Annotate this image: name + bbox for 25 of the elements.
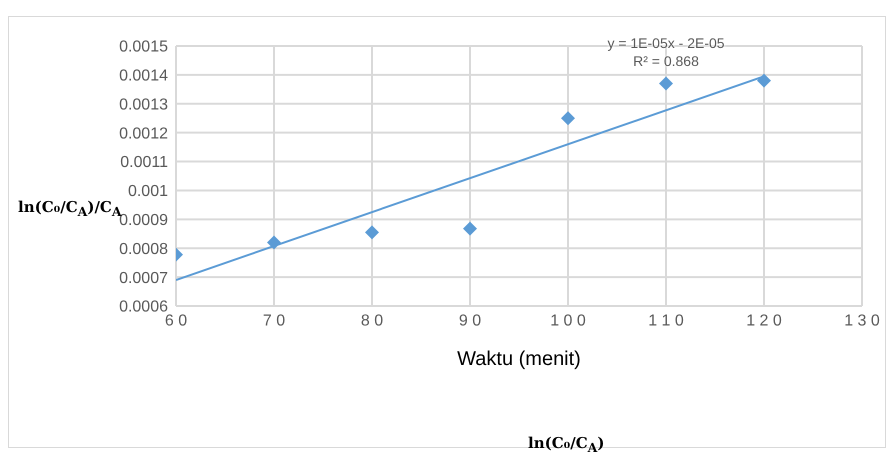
y-tick-label: 0.0013 (119, 96, 168, 114)
x-tick-label: 7 0 (262, 312, 286, 330)
y-tick-label: 0.0015 (119, 38, 168, 56)
point (561, 111, 575, 126)
y-tick-label: 0.0011 (120, 154, 168, 172)
x-axis-title: Waktu (menit) (456, 348, 582, 371)
x-tick-label: 8 0 (360, 312, 384, 330)
x-tick-label: 1 2 0 (746, 312, 782, 330)
y-tick-label: 0.0008 (119, 240, 168, 258)
x-tick-label: 1 1 0 (648, 312, 684, 330)
y-tick-label: 0.0014 (119, 68, 168, 85)
x-tick-label: 9 0 (458, 312, 482, 330)
point (757, 74, 771, 88)
x-tick-label: 1 0 0 (550, 312, 586, 330)
annotation: y = 1E-05x - 2E-05 R² = 0.868 (606, 34, 726, 70)
point (463, 222, 477, 236)
text: ln(C₀/C$_{A}$) (528, 434, 604, 455)
point (267, 235, 281, 250)
y-tick-label: 0.0009 (119, 212, 168, 230)
point (365, 225, 379, 240)
x-tick-label: 1 3 0 (844, 312, 880, 330)
y-tick-label: 0.0007 (119, 270, 168, 287)
y-tick-label: 0.001 (128, 183, 168, 200)
point (659, 76, 673, 91)
y-tick-label: 0.0012 (119, 125, 168, 142)
